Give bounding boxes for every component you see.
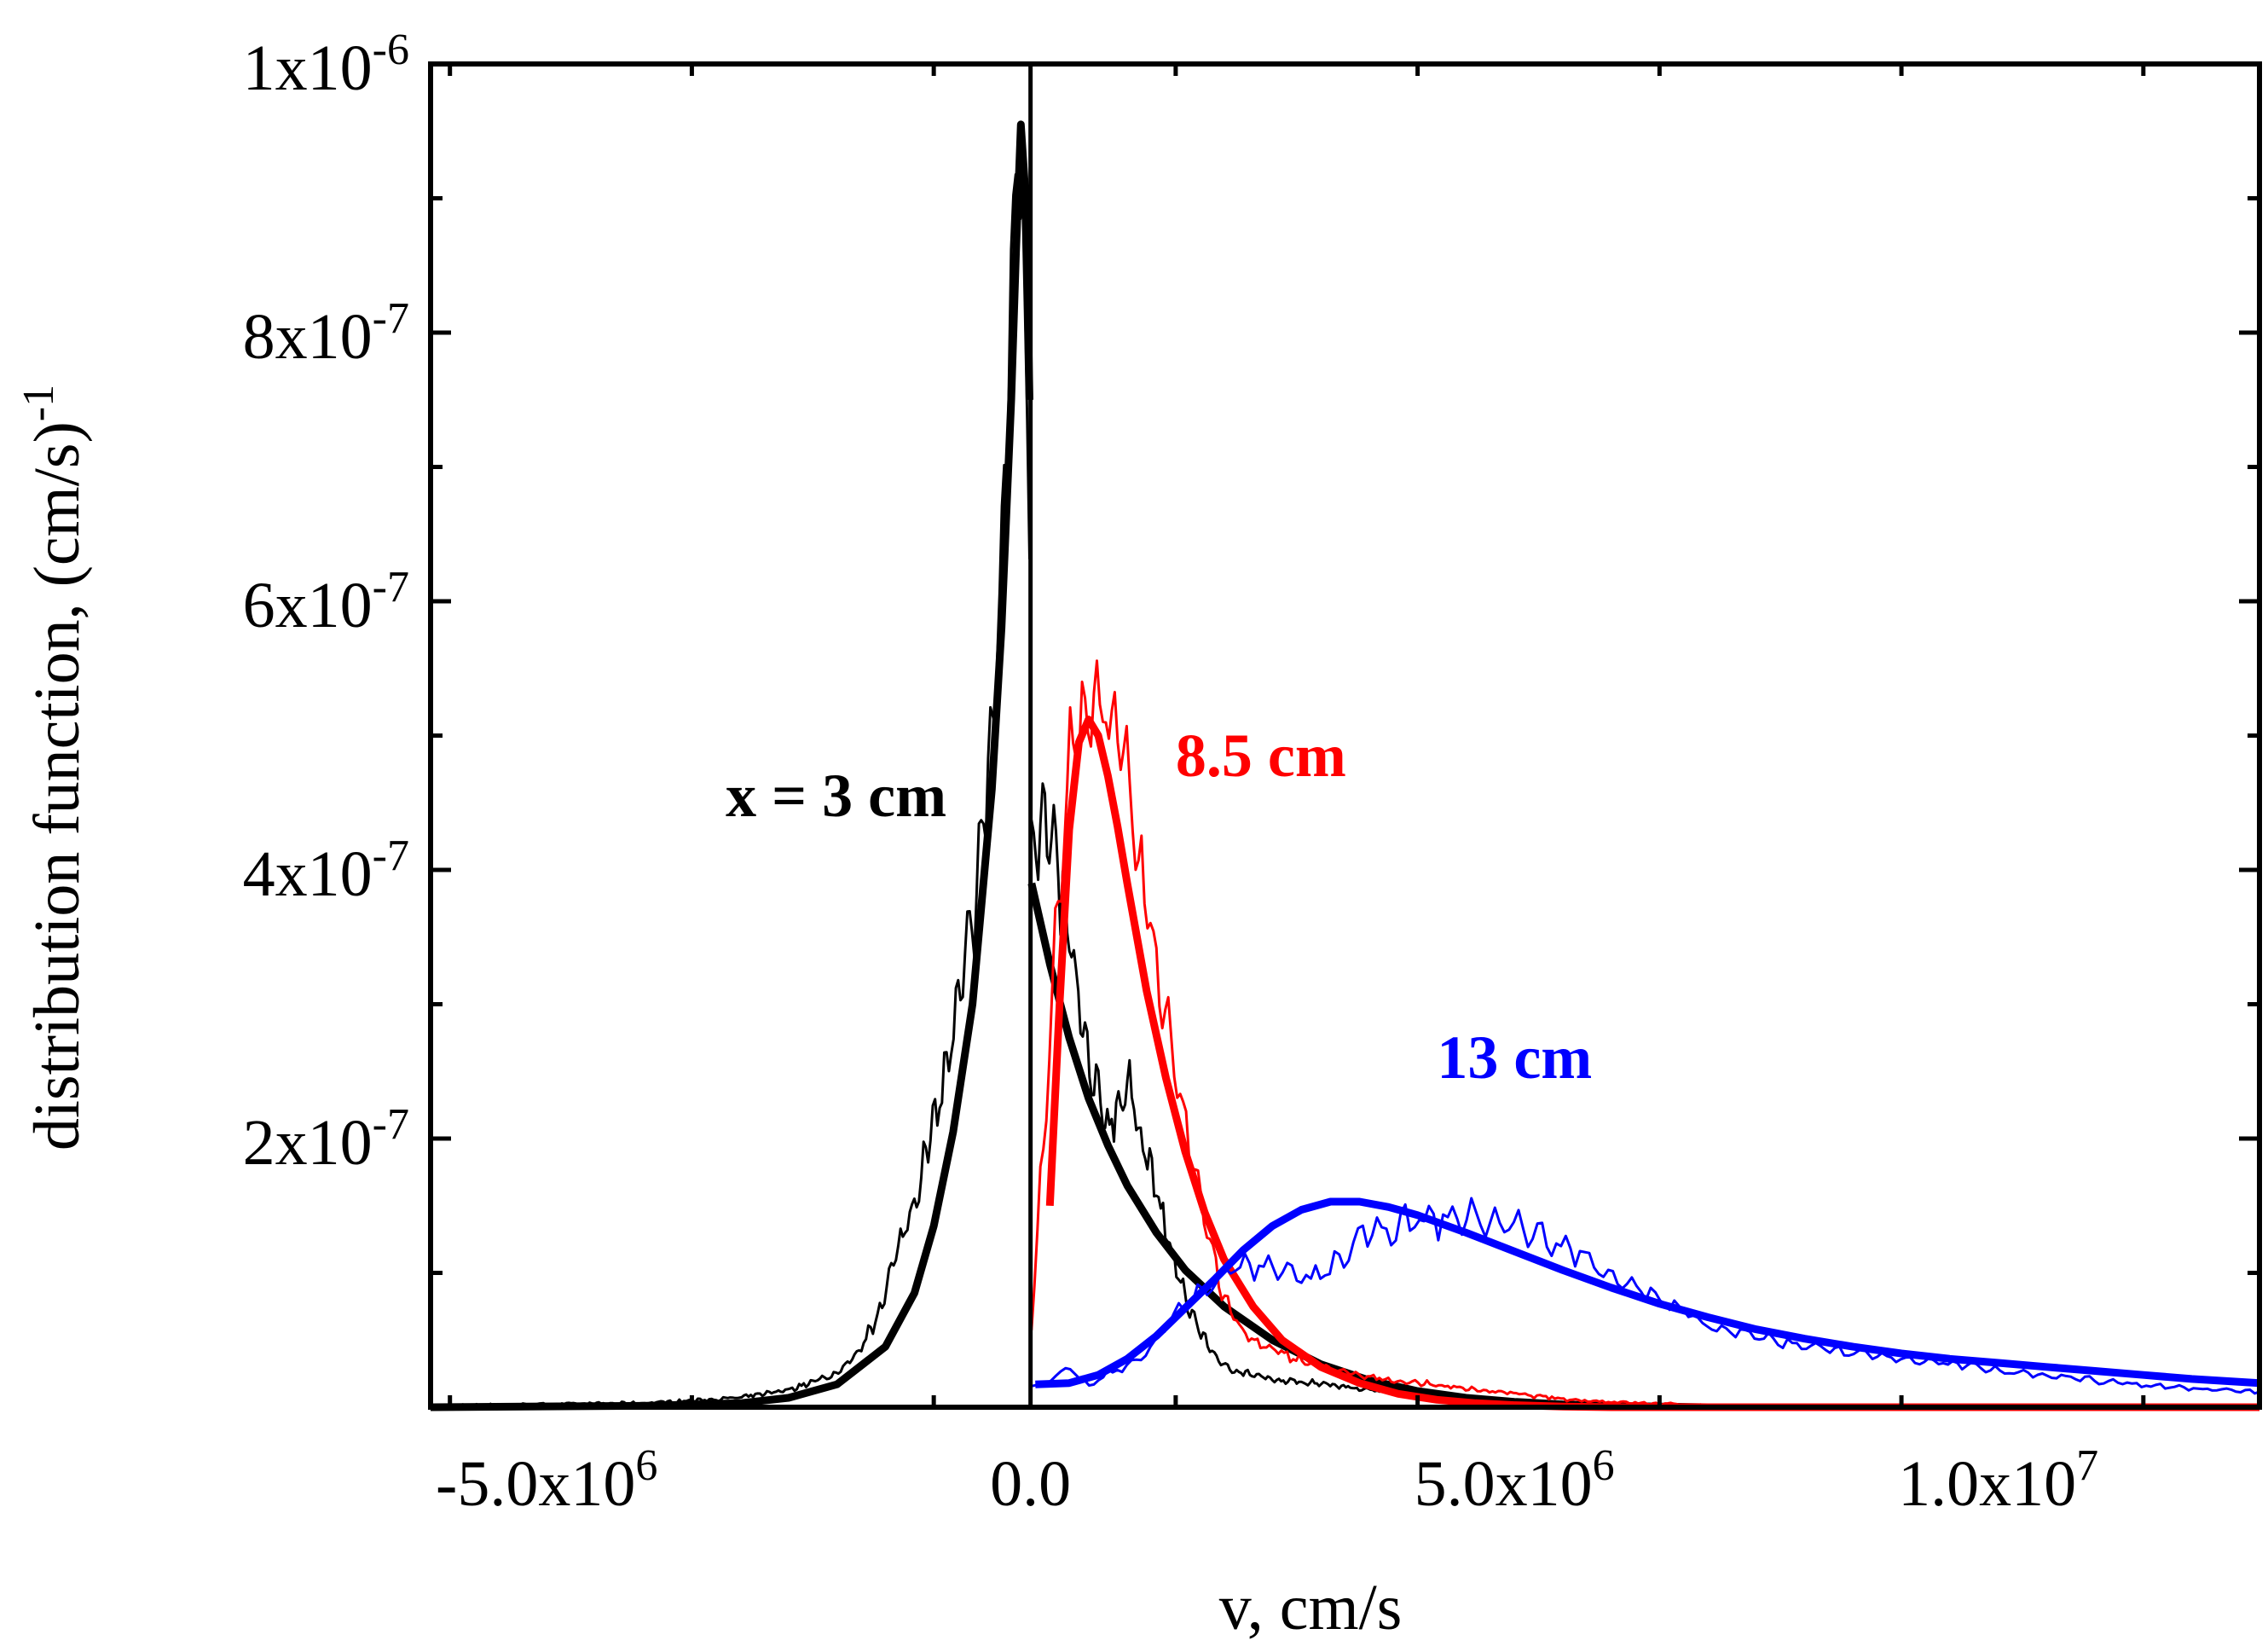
- y-axis-title: distribution function, (cm/s)-1: [14, 385, 93, 1150]
- x-tick-label: 1.0x107: [1898, 1441, 2098, 1520]
- y-tick-label: 4x10-7: [243, 832, 409, 910]
- series-annotation: 8.5 cm: [1176, 722, 1346, 790]
- x-tick-label: -5.0x106: [436, 1441, 657, 1520]
- series-annotation: 13 cm: [1437, 1023, 1592, 1092]
- x-tick-label: 5.0x106: [1415, 1441, 1615, 1520]
- x-tick-label: 0.0: [990, 1448, 1071, 1520]
- series-line: [1030, 659, 1806, 1409]
- y-axis-title-main: distribution function, (cm/s): [21, 421, 93, 1150]
- series-line: [430, 120, 1033, 1411]
- y-tick-label: 2x10-7: [243, 1100, 409, 1179]
- x-axis-title: v, cm/s: [1219, 1572, 1403, 1643]
- annotations: x = 3 cm 8.5 cm 13 cm: [726, 722, 1592, 1092]
- y-axis-title-exponent: -1: [14, 385, 63, 421]
- y-tick-label: 8x10-7: [243, 294, 409, 373]
- series-line: [1030, 782, 1612, 1409]
- series-line: [1035, 1197, 2260, 1388]
- y-tick-label: 6x10-7: [243, 563, 409, 641]
- series-annotation: x = 3 cm: [726, 762, 946, 830]
- plot-frame: [428, 61, 2262, 1410]
- series-line: [1027, 882, 1709, 1411]
- y-tick-label: 1x10-6: [243, 26, 409, 104]
- tick-labels: -5.0x106 0.0 5.0x106 1.0x107 2x10-7 4x10-7 6x1…: [243, 26, 2098, 1520]
